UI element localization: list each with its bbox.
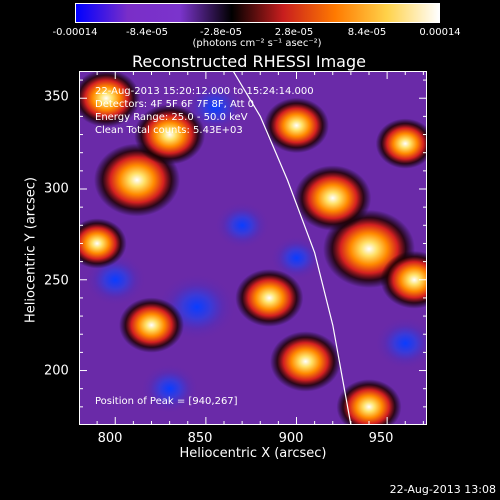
y-axis-label: Heliocentric Y (arcsec) <box>23 177 39 323</box>
y-tick-label: 300 <box>44 181 69 197</box>
bright-source <box>380 250 427 309</box>
x-tick-label: 800 <box>97 431 123 446</box>
y-tick-label: 250 <box>44 273 69 289</box>
y-tick-label: 350 <box>44 89 69 105</box>
bright-source <box>119 297 184 353</box>
dark-source <box>140 363 200 414</box>
colorbar-tick: 8.4e-05 <box>347 27 387 38</box>
bright-source <box>134 104 206 165</box>
bright-source <box>270 331 342 392</box>
colorbar <box>75 3 440 23</box>
colorbar-tick: -2.8e-05 <box>200 27 242 38</box>
dark-source <box>270 235 323 281</box>
bright-source <box>235 269 304 327</box>
y-tick-label: 200 <box>44 363 69 379</box>
dark-source <box>374 316 427 370</box>
bright-source <box>294 165 372 231</box>
annotation-peak: Position of Peak = [940,267] <box>95 396 238 407</box>
heatmap-sources <box>79 71 427 425</box>
bright-source <box>79 218 127 269</box>
bright-source <box>79 71 141 128</box>
colorbar-tick: 2.8e-05 <box>274 27 314 38</box>
colorbar-tick: 0.00014 <box>419 27 461 38</box>
bright-source <box>264 97 329 154</box>
dark-source <box>214 201 271 250</box>
plot-frame <box>79 71 427 425</box>
annotation-time: 22-Aug-2013 15:20:12.000 to 15:24:14.000 <box>95 86 314 97</box>
x-tick-label: 850 <box>187 431 213 446</box>
annotation-energy: Energy Range: 25.0 - 50.0 keV <box>95 112 248 123</box>
bright-source <box>375 118 427 169</box>
footer-timestamp: 22-Aug-2013 13:08 <box>389 483 496 496</box>
x-tick-label: 900 <box>278 431 304 446</box>
heatmap-plot <box>79 71 427 425</box>
chart-title: Reconstructed RHESSI Image <box>132 52 366 71</box>
annotation-detectors: Detectors: 4F 5F 6F 7F 8F, Att 0 <box>95 99 255 110</box>
bright-source <box>336 379 402 425</box>
colorbar-tick: -8.4e-05 <box>126 27 168 38</box>
x-tick-label: 950 <box>368 431 394 446</box>
solar-limb-curve <box>232 71 352 425</box>
annotation-counts: Clean Total counts: 5.43E+03 <box>95 125 243 136</box>
colorbar-units: (photons cm⁻² s⁻¹ asec⁻²) <box>192 38 322 49</box>
colorbar-tick: -0.00014 <box>52 27 98 38</box>
x-axis-label: Heliocentric X (arcsec) <box>179 446 327 461</box>
